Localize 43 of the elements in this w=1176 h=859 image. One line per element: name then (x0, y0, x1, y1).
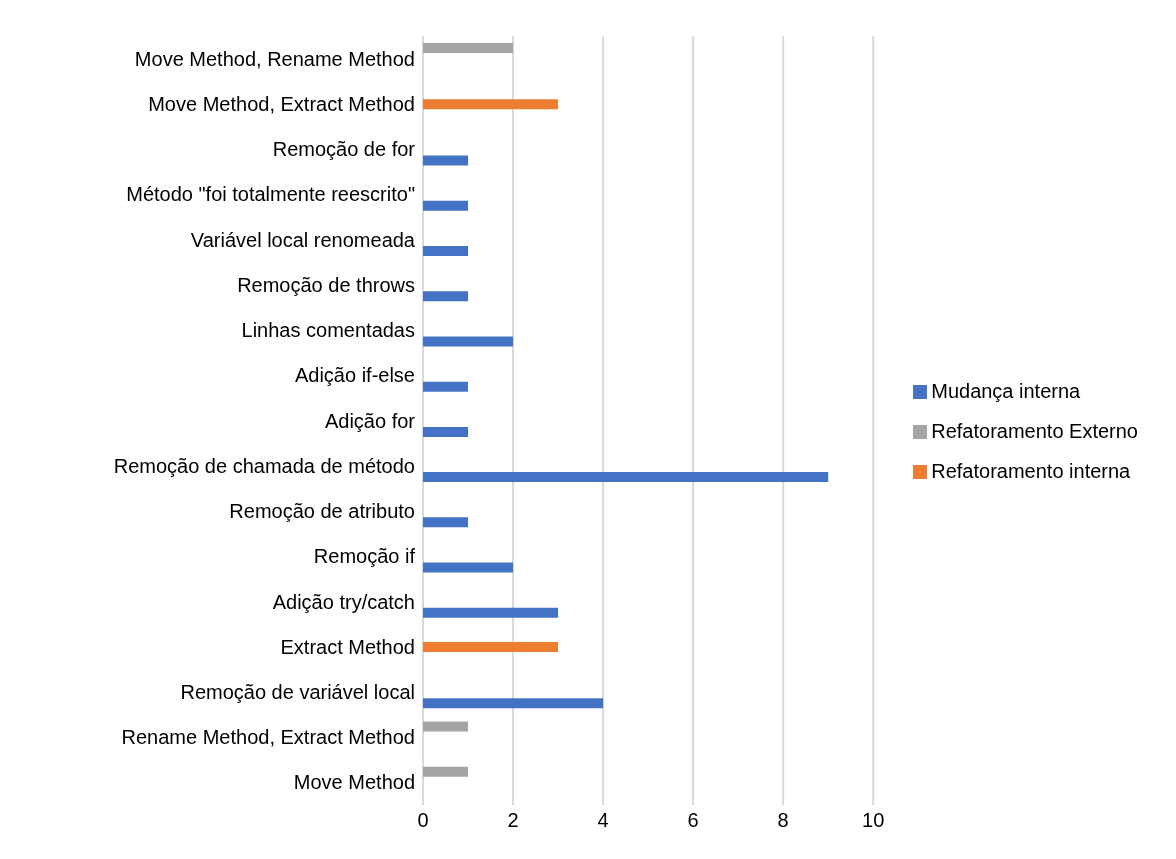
legend-label: Mudança interna (931, 379, 1081, 402)
bar (423, 721, 469, 732)
x-tick-label: 2 (507, 809, 519, 832)
bar (423, 642, 559, 653)
y-tick-label: Remoção de variável local (180, 681, 415, 704)
y-tick-label: Rename Method, Extract Method (121, 726, 415, 749)
x-tick-label: 6 (687, 809, 699, 832)
y-tick-label: Adição try/catch (272, 590, 415, 613)
x-tick-label: 8 (777, 809, 789, 832)
y-tick-label: Extract Method (280, 635, 415, 658)
y-tick-label: Variável local renomeada (190, 228, 416, 251)
bar (423, 245, 469, 256)
x-tick-label: 4 (597, 809, 609, 832)
legend-label: Refatoramento Externo (931, 419, 1138, 442)
y-tick-label: Remoção de for (272, 138, 416, 161)
bar (423, 607, 559, 618)
y-tick-label: Remoção de throws (237, 273, 415, 296)
bar (423, 698, 604, 709)
bar (423, 43, 514, 53)
bar (423, 472, 829, 483)
bar (423, 291, 469, 302)
bar (423, 200, 469, 211)
bar (423, 426, 469, 437)
x-tick-label: 0 (417, 809, 429, 832)
y-tick-label: Move Method, Rename Method (134, 47, 415, 70)
y-tick-label: Adição for (324, 409, 416, 432)
bar (423, 562, 514, 573)
legend-label: Refatoramento interna (931, 459, 1131, 482)
bar (423, 336, 514, 347)
y-tick-label: Remoção if (313, 545, 416, 568)
y-tick-label: Remoção de atributo (229, 500, 415, 523)
y-tick-label: Método "foi totalmente reescrito" (126, 183, 415, 206)
y-tick-label: Remoção de chamada de método (113, 454, 415, 477)
y-tick-label: Move Method (293, 771, 415, 794)
bar (423, 766, 469, 777)
y-tick-label: Adição if-else (294, 364, 415, 387)
bar (423, 381, 469, 392)
bar (423, 99, 559, 110)
bar (423, 517, 469, 528)
y-tick-label: Move Method, Extract Method (148, 92, 415, 115)
bar (423, 155, 469, 166)
x-tick-label: 10 (862, 809, 885, 832)
y-tick-label: Linhas comentadas (241, 319, 415, 342)
